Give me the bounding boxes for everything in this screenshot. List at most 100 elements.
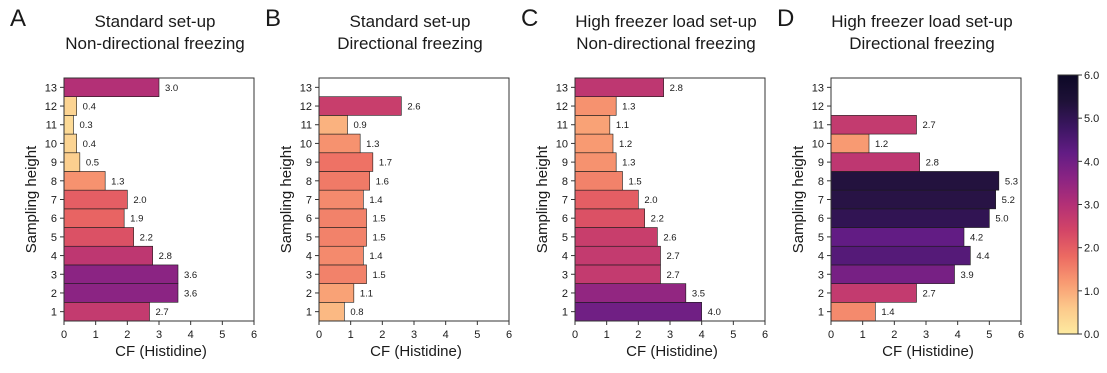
panel-title-line: High freezer load set-up [831, 12, 1012, 31]
bar-value-label: 2.7 [667, 270, 680, 281]
y-axis-label: Sampling height [278, 145, 295, 253]
bar-value-label: 2.0 [133, 195, 146, 206]
bar [63, 245, 153, 266]
x-tick-label: 1 [93, 329, 99, 341]
bar [574, 283, 687, 303]
bar-value-label: 1.3 [366, 139, 379, 150]
x-tick-label: 1 [348, 329, 354, 341]
y-tick-label: 2 [306, 288, 312, 300]
bar [574, 96, 617, 116]
bar-value-label: 1.5 [629, 176, 642, 187]
x-axis-label: CF (Histidine) [370, 343, 462, 360]
bar-value-label: 3.5 [692, 288, 705, 299]
panel-letter: B [265, 5, 281, 32]
bar [830, 171, 1000, 191]
bar-value-label: 2.7 [667, 251, 680, 262]
panel-title-line: Directional freezing [337, 34, 483, 53]
bar-value-label: 3.0 [165, 83, 178, 94]
y-tick-label: 3 [306, 269, 312, 281]
bar-value-label: 4.2 [970, 232, 983, 243]
y-tick-label: 6 [562, 213, 568, 225]
y-tick-label: 3 [51, 269, 57, 281]
y-tick-label: 13 [300, 82, 312, 94]
x-tick-label: 3 [156, 329, 162, 341]
y-tick-label: 12 [45, 101, 57, 113]
bar-value-label: 1.2 [619, 139, 632, 150]
bar-value-label: 4.0 [708, 307, 721, 318]
panel-c: C High freezer load set-up Non-directional… [521, 5, 768, 360]
colorbar: 0.0 1.0 2.0 3.0 4.0 5.0 6.0 [1057, 70, 1099, 341]
x-tick-label: 4 [188, 329, 194, 341]
bar [830, 208, 990, 228]
bar [830, 152, 920, 172]
panel-title-line: Non-directional freezing [576, 34, 756, 53]
y-tick-label: 9 [818, 157, 824, 169]
y-tick-label: 4 [562, 251, 568, 263]
y-tick-label: 4 [51, 251, 57, 263]
panel-title-line: Directional freezing [849, 34, 995, 53]
y-tick-label: 13 [45, 82, 57, 94]
bar [63, 189, 128, 210]
x-tick-label: 2 [379, 329, 385, 341]
bar-value-label: 1.5 [373, 232, 386, 243]
y-tick-label: 9 [51, 157, 57, 169]
bar-value-label: 2.7 [923, 120, 936, 131]
y-axis-label: Sampling height [23, 145, 40, 253]
y-tick-label: 7 [306, 195, 312, 207]
bar [830, 189, 996, 210]
colorbar-tick-label: 2.0 [1084, 243, 1099, 255]
y-tick-label: 4 [306, 251, 312, 263]
bar [318, 96, 402, 116]
panel-title-line: Standard set-up [350, 12, 471, 31]
bar-value-label: 2.0 [644, 195, 657, 206]
bar [318, 283, 355, 303]
bar [63, 283, 179, 303]
y-tick-label: 2 [51, 288, 57, 300]
bar-value-label: 2.7 [156, 307, 169, 318]
bar [574, 115, 611, 135]
y-tick-label: 10 [812, 138, 824, 150]
y-tick-label: 3 [562, 269, 568, 281]
panel-title-line: Standard set-up [95, 12, 216, 31]
y-tick-label: 1 [51, 307, 57, 319]
y-tick-label: 9 [562, 157, 568, 169]
bar-value-label: 1.9 [130, 214, 143, 225]
y-tick-label: 13 [812, 82, 824, 94]
y-tick-label: 10 [45, 138, 57, 150]
x-axis-label: CF (Histidine) [882, 343, 974, 360]
bar-value-label: 3.6 [184, 288, 197, 299]
bar [318, 302, 345, 322]
y-tick-label: 8 [562, 176, 568, 188]
y-tick-label: 5 [306, 232, 312, 244]
bar [318, 189, 364, 210]
y-tick-label: 1 [562, 307, 568, 319]
bar [63, 152, 81, 172]
bar [830, 302, 876, 322]
bar [830, 264, 955, 284]
y-tick-label: 7 [562, 195, 568, 207]
y-tick-label: 9 [306, 157, 312, 169]
y-tick-label: 8 [51, 176, 57, 188]
x-tick-label: 0 [828, 329, 834, 341]
bar [574, 245, 661, 266]
y-tick-label: 8 [818, 176, 824, 188]
y-tick-label: 10 [556, 138, 568, 150]
x-tick-label: 5 [474, 329, 480, 341]
bar-value-label: 2.8 [159, 251, 172, 262]
bar-value-label: 2.6 [407, 102, 420, 113]
bar-value-label: 1.4 [881, 307, 894, 318]
bar [63, 171, 106, 191]
bar-value-label: 1.5 [373, 270, 386, 281]
bar-value-label: 0.8 [350, 307, 363, 318]
bar [830, 283, 917, 303]
y-tick-label: 10 [300, 138, 312, 150]
y-tick-label: 5 [51, 232, 57, 244]
bar [63, 264, 179, 284]
y-tick-label: 12 [300, 101, 312, 113]
bar [574, 208, 645, 228]
bar-value-label: 1.6 [376, 176, 389, 187]
bar [318, 152, 374, 172]
x-tick-label: 1 [604, 329, 610, 341]
bar-value-label: 1.5 [373, 214, 386, 225]
